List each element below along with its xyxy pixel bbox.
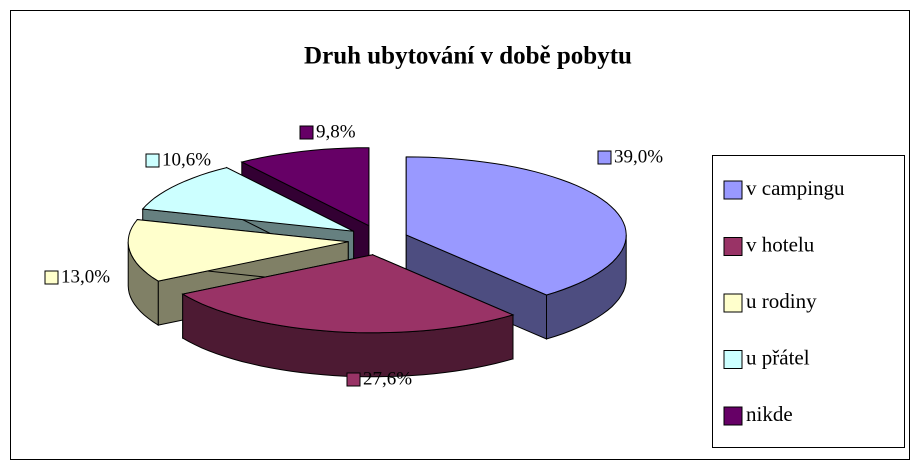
label-key: [145, 153, 160, 168]
legend-label: nikde: [746, 402, 793, 426]
label-key: [299, 125, 314, 140]
label-key: [44, 270, 59, 285]
data-label: 13,0%: [61, 266, 110, 287]
chart-title: Druh ubytování v době pobytu: [304, 43, 632, 70]
data-label: 39,0%: [614, 146, 663, 167]
data-label: 10,6%: [162, 149, 211, 170]
slice: [127, 219, 349, 282]
slice: [405, 156, 627, 296]
slice: [181, 254, 515, 334]
legend-key: [723, 237, 743, 256]
legend-box: [712, 155, 905, 448]
legend-key: [723, 350, 743, 369]
legend-key: [723, 180, 743, 200]
legend-label: u rodiny: [746, 289, 817, 313]
legend-key: [723, 293, 743, 313]
slice: [240, 147, 370, 227]
legend-label: v hotelu: [746, 232, 815, 256]
legend-key: [723, 406, 743, 426]
data-label: 9,8%: [316, 121, 356, 142]
data-label: 27,6%: [363, 368, 412, 389]
legend-label: u přátel: [746, 345, 810, 369]
slice: [141, 167, 354, 232]
label-key: [597, 150, 612, 165]
label-key: [346, 372, 361, 387]
legend-label: v campingu: [746, 176, 845, 200]
pie: [127, 147, 627, 378]
